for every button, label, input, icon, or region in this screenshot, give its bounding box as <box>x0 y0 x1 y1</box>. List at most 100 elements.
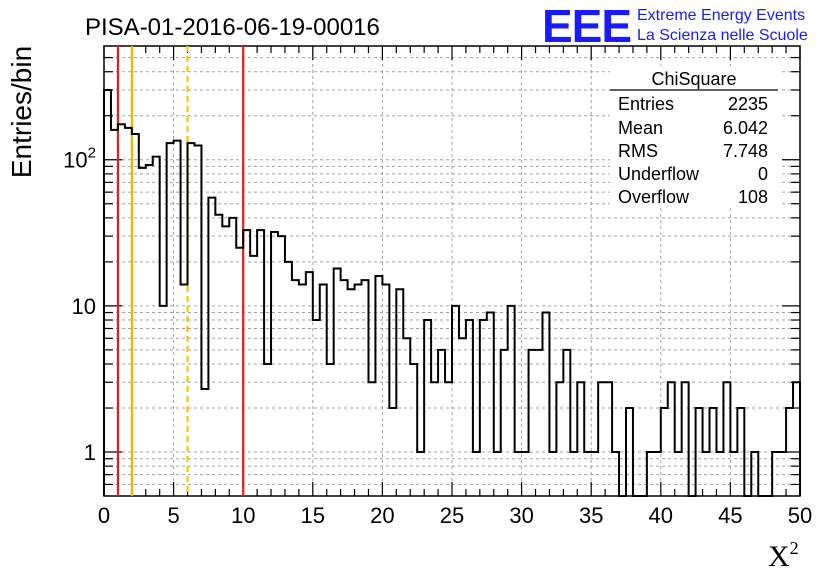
histogram-bin <box>167 143 174 496</box>
histogram-bin <box>682 382 689 496</box>
histogram-bin <box>299 285 306 496</box>
histogram-bin <box>501 350 508 496</box>
stats-mean-value: 6.042 <box>723 118 768 138</box>
histogram-bin <box>675 452 682 496</box>
x-tick-label: 10 <box>231 503 255 528</box>
histogram-bin <box>257 230 264 496</box>
histogram-bin <box>542 313 549 496</box>
histogram-bin <box>786 408 793 496</box>
histogram-bin <box>104 90 111 496</box>
histogram-bin <box>278 236 285 496</box>
x-tick-label: 25 <box>440 503 464 528</box>
histogram-bin <box>584 452 591 496</box>
x-tick-label: 5 <box>167 503 179 528</box>
histogram-bin <box>396 289 403 496</box>
histogram-bin <box>626 408 633 496</box>
stats-box-background <box>610 66 780 206</box>
histogram-bin <box>598 382 605 496</box>
histogram-bin <box>146 165 153 496</box>
histogram-bin <box>779 452 786 496</box>
histogram-bin <box>661 408 668 496</box>
histogram-bin <box>125 128 132 496</box>
histogram-bin <box>153 157 160 496</box>
x-tick-label: 50 <box>788 503 812 528</box>
stats-overflow-label: Overflow <box>618 187 690 207</box>
histogram-bin <box>793 382 800 496</box>
histogram-bin <box>487 313 494 496</box>
tick-labels: 0 5 10 15 20 25 30 35 40 45 50 1 10 102 <box>63 145 812 528</box>
histogram-bin <box>417 452 424 496</box>
histogram-bin <box>271 232 278 496</box>
stats-title: ChiSquare <box>651 69 736 89</box>
y-tick-label: 10 <box>72 294 96 319</box>
histogram-bin <box>382 285 389 496</box>
histogram-bin <box>605 382 612 496</box>
stats-mean-label: Mean <box>618 118 663 138</box>
y-axis-label: Entries/bin <box>6 46 37 178</box>
histogram-bin <box>236 248 243 496</box>
histogram-bin <box>188 143 195 496</box>
x-tick-label: 40 <box>649 503 673 528</box>
x-tick-label: 15 <box>301 503 325 528</box>
histogram-bin <box>696 408 703 496</box>
histogram-bin <box>424 320 431 496</box>
y-tick-label: 102 <box>63 145 96 173</box>
histogram-bin <box>452 306 459 496</box>
stats-entries-value: 2235 <box>728 94 768 114</box>
stats-entries-label: Entries <box>618 94 674 114</box>
x-tick-label: 0 <box>98 503 110 528</box>
histogram-bin <box>751 452 758 496</box>
histogram-bin <box>612 452 619 496</box>
stats-box: ChiSquare Entries 2235 Mean 6.042 RMS 7.… <box>610 66 780 207</box>
logo-subtitle-line2: La Scienza nelle Scuole <box>637 27 808 44</box>
histogram-bin <box>375 276 382 496</box>
histogram-bin <box>334 269 341 496</box>
logo-subtitle-line1: Extreme Energy Events <box>637 7 805 24</box>
histogram-bin <box>668 382 675 496</box>
histogram-bin <box>111 130 118 496</box>
histogram-bin <box>737 408 744 496</box>
histogram-bin <box>389 408 396 496</box>
histogram-bin <box>480 320 487 496</box>
stats-underflow-value: 0 <box>758 164 768 184</box>
histogram-bin <box>320 285 327 496</box>
histogram-bin <box>243 230 250 496</box>
histogram-bin <box>285 262 292 496</box>
stats-underflow-label: Underflow <box>618 164 700 184</box>
histogram-bin <box>355 285 362 496</box>
histogram-bin <box>201 389 208 496</box>
histogram-bin <box>710 408 717 496</box>
histogram-bin <box>577 382 584 496</box>
histogram-bin <box>570 452 577 496</box>
histogram-bin <box>292 280 299 496</box>
histogram-bin <box>362 280 369 496</box>
histogram-bin <box>703 452 710 496</box>
histogram-bin <box>222 226 229 496</box>
histogram-bin <box>591 452 598 496</box>
histogram-bin <box>730 452 737 496</box>
histogram-bin <box>647 452 654 496</box>
histogram-bin <box>716 452 723 496</box>
stats-rms-label: RMS <box>618 141 658 161</box>
histogram-bin <box>494 452 501 496</box>
histogram-bin <box>654 452 661 496</box>
histogram-bin <box>181 285 188 496</box>
histogram-bin <box>348 289 355 496</box>
stats-overflow-value: 108 <box>738 187 768 207</box>
histogram-bin <box>194 146 201 496</box>
histogram-bin <box>522 452 529 496</box>
histogram-bin <box>264 364 271 496</box>
histogram-bin <box>327 364 334 496</box>
histogram-bin <box>563 350 570 496</box>
histogram-bin <box>341 280 348 496</box>
x-tick-label: 45 <box>718 503 742 528</box>
eee-logo: EEE <box>542 0 631 52</box>
histogram-bin <box>508 306 515 496</box>
histogram-bin <box>250 256 257 496</box>
y-tick-label: 1 <box>84 440 96 465</box>
histogram-bin <box>139 168 146 496</box>
histogram-bin <box>473 452 480 496</box>
x-tick-label: 30 <box>509 503 533 528</box>
histogram-bin <box>118 124 125 496</box>
